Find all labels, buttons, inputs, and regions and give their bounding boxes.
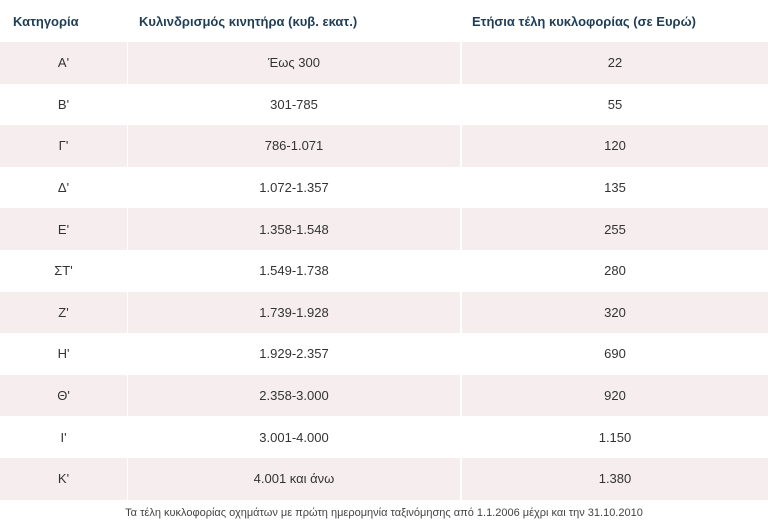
category-cell: Δ' — [57, 180, 70, 196]
table-header: Κατηγορία Κυλινδρισμός κινητήρα (κυβ. εκ… — [0, 0, 768, 42]
table-row: Ι' 3.001-4.000 1.150 — [0, 416, 768, 458]
displacement-cell: 1.929-2.357 — [127, 333, 462, 375]
table-row: Β' 301-785 55 — [0, 83, 768, 126]
category-cell: Ι' — [60, 429, 67, 445]
tax-cell: 690 — [604, 346, 626, 362]
table-body: Α' Έως 300 22 Β' 301-785 55 Γ' 786-1.071 120 Δ' 1.… — [0, 42, 768, 500]
tax-cell: 22 — [607, 55, 623, 71]
displacement-cell: 1.549-1.738 — [127, 249, 462, 292]
header-engine-displacement: Κυλινδρισμός κινητήρα (κυβ. εκατ.) — [139, 13, 358, 29]
table-row: Δ' 1.072-1.357 135 — [0, 166, 768, 209]
displacement-cell: 2.358-3.000 — [127, 374, 462, 417]
displacement-cell: 786-1.071 — [127, 125, 462, 167]
displacement-cell: 1.072-1.357 — [127, 166, 462, 209]
table-row: Θ' 2.358-3.000 920 — [0, 374, 768, 417]
category-cell: Ε' — [57, 221, 70, 237]
displacement-cell: 301-785 — [127, 83, 462, 126]
displacement-cell: 1.358-1.548 — [127, 208, 462, 250]
road-tax-table: Κατηγορία Κυλινδρισμός κινητήρα (κυβ. εκ… — [0, 0, 768, 500]
table-caption: Τα τέλη κυκλοφορίας οχημάτων με πρώτη ημ… — [125, 507, 643, 519]
tax-cell: 920 — [604, 388, 626, 404]
table-row: Ε' 1.358-1.548 255 — [0, 208, 768, 250]
displacement-cell: 4.001 και άνω — [127, 457, 462, 500]
category-cell: Κ' — [57, 471, 70, 487]
category-cell: Θ' — [57, 388, 70, 404]
displacement-cell: 1.739-1.928 — [127, 291, 462, 334]
table-row: Η' 1.929-2.357 690 — [0, 333, 768, 375]
category-cell: Γ' — [58, 138, 69, 154]
category-cell: Α' — [57, 55, 70, 71]
tax-cell: 320 — [604, 304, 626, 320]
category-cell: Ζ' — [58, 304, 69, 320]
tax-cell: 1.380 — [598, 471, 632, 487]
category-cell: Η' — [57, 346, 70, 362]
header-annual-tax: Ετήσια τέλη κυκλοφορίας (σε Ευρώ) — [472, 13, 696, 29]
header-category: Κατηγορία — [13, 13, 79, 29]
tax-cell: 255 — [604, 221, 626, 237]
tax-cell: 55 — [607, 96, 623, 112]
displacement-cell: Έως 300 — [127, 42, 462, 84]
tax-cell: 1.150 — [598, 429, 632, 445]
tax-cell: 280 — [604, 263, 626, 279]
category-cell: ΣΤ' — [54, 263, 73, 279]
category-cell: Β' — [57, 96, 70, 112]
displacement-cell: 3.001-4.000 — [127, 416, 462, 458]
table-row: ΣΤ' 1.549-1.738 280 — [0, 249, 768, 292]
table-row: Α' Έως 300 22 — [0, 42, 768, 84]
table-row: Ζ' 1.739-1.928 320 — [0, 291, 768, 334]
table-row: Κ' 4.001 και άνω 1.380 — [0, 457, 768, 500]
tax-cell: 120 — [604, 138, 626, 154]
table-row: Γ' 786-1.071 120 — [0, 125, 768, 167]
tax-cell: 135 — [604, 180, 626, 196]
